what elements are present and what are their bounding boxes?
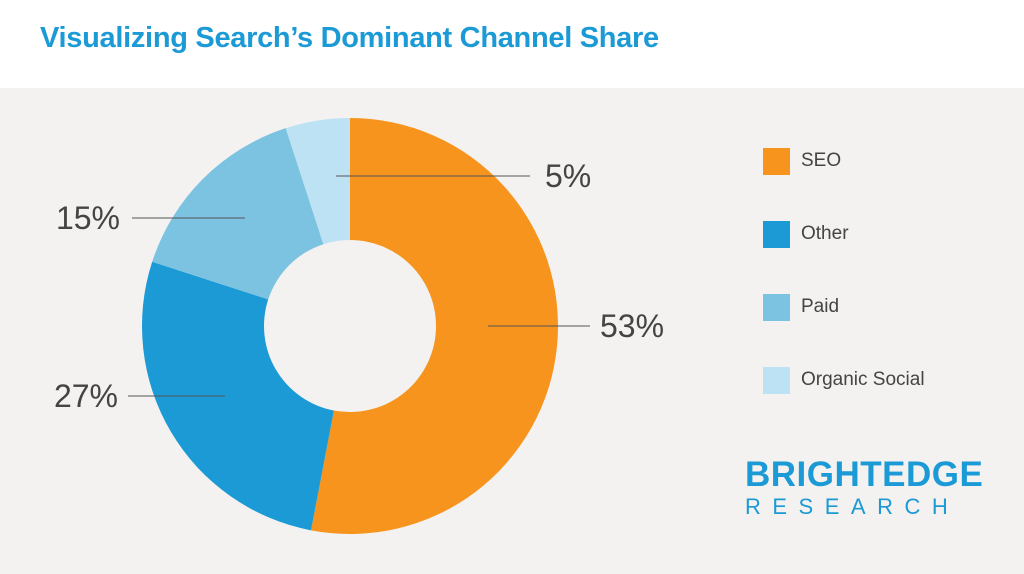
- data-label-organic-social: 5%: [545, 158, 591, 194]
- legend-item-seo: SEO: [763, 143, 925, 179]
- legend-swatch-seo: [763, 147, 790, 175]
- legend-swatch-paid: [763, 293, 790, 321]
- slice-organic-social: [285, 118, 350, 245]
- legend-swatch-organic-social: [763, 366, 790, 394]
- brand-line-2: RESEARCH: [745, 494, 960, 519]
- legend-item-organic-social: Organic Social: [763, 362, 925, 398]
- data-label-other: 27%: [54, 378, 118, 414]
- legend-label-other: Other: [801, 223, 849, 244]
- slice-other: [142, 261, 334, 531]
- brand-line-1: BRIGHTEDGE: [745, 455, 984, 494]
- brightedge-logo: BRIGHTEDGE RESEARCH: [745, 455, 984, 520]
- chart-title: Visualizing Search’s Dominant Channel Sh…: [40, 22, 659, 54]
- legend-label-paid: Paid: [801, 296, 840, 317]
- data-label-paid: 15%: [56, 200, 120, 236]
- leader-lines: [128, 175, 590, 397]
- slice-seo: [311, 118, 559, 534]
- donut-slices: [142, 118, 559, 534]
- data-label-seo: 53%: [600, 308, 664, 344]
- legend-label-organic-social: Organic Social: [801, 369, 925, 390]
- slice-paid: [152, 128, 324, 300]
- legend-label-seo: SEO: [801, 150, 842, 171]
- legend-item-other: Other: [763, 216, 925, 252]
- percent-labels: 53% 27% 15% 5%: [54, 158, 664, 414]
- legend: SEO Other Paid Organic Social: [763, 143, 925, 435]
- legend-swatch-other: [763, 220, 790, 248]
- legend-item-paid: Paid: [763, 289, 925, 325]
